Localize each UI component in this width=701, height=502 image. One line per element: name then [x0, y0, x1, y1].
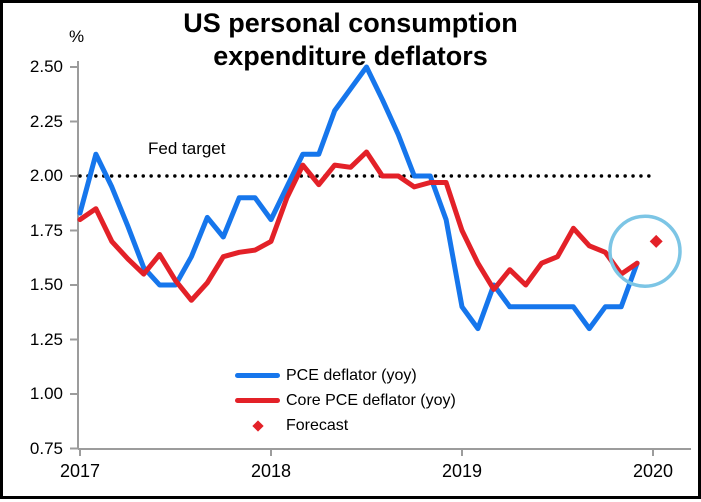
y-tick-label: 1.50	[29, 275, 63, 294]
legend-item-forecast: Forecast	[235, 413, 456, 438]
x-tick-label: 2017	[59, 461, 101, 481]
forecast-highlight-circle	[608, 214, 682, 288]
y-tick-label: 1.75	[29, 221, 63, 240]
forecast-diamond-icon	[235, 419, 280, 432]
y-tick-label: 1.00	[29, 384, 63, 403]
y-axis-unit-label: %	[69, 27, 85, 46]
core-pce-line-swatch-icon	[235, 398, 280, 403]
y-tick-label: 1.25	[29, 330, 63, 349]
core-pce-deflator-line	[77, 149, 640, 303]
chart-title-line1: US personal consumption	[183, 8, 518, 38]
forecast-diamond-marker	[649, 234, 663, 248]
x-tick-label: 2018	[250, 461, 292, 481]
x-tick-label: 2020	[632, 461, 674, 481]
legend-label: Forecast	[286, 416, 349, 434]
fed-target-label: Fed target	[148, 139, 226, 158]
chart-canvas	[70, 61, 691, 456]
y-tick-label: 2.25	[29, 112, 63, 131]
x-tick-label: 2019	[441, 461, 483, 481]
pce-deflator-line	[77, 64, 640, 332]
legend: PCE deflator (yoy) Core PCE deflator (yo…	[235, 363, 456, 438]
legend-item-core-pce-deflator: Core PCE deflator (yoy)	[235, 388, 456, 413]
legend-item-pce-deflator: PCE deflator (yoy)	[235, 363, 456, 388]
legend-label: PCE deflator (yoy)	[286, 366, 417, 384]
y-tick-label: 0.75	[29, 439, 63, 458]
pce-line-swatch-icon	[235, 373, 280, 378]
chart-title: US personal consumption expenditure defl…	[3, 7, 698, 73]
y-tick-label: 2.50	[29, 57, 63, 76]
legend-label: Core PCE deflator (yoy)	[286, 391, 456, 409]
y-tick-label: 2.00	[29, 166, 63, 185]
chart-title-line2: expenditure deflators	[213, 41, 488, 71]
